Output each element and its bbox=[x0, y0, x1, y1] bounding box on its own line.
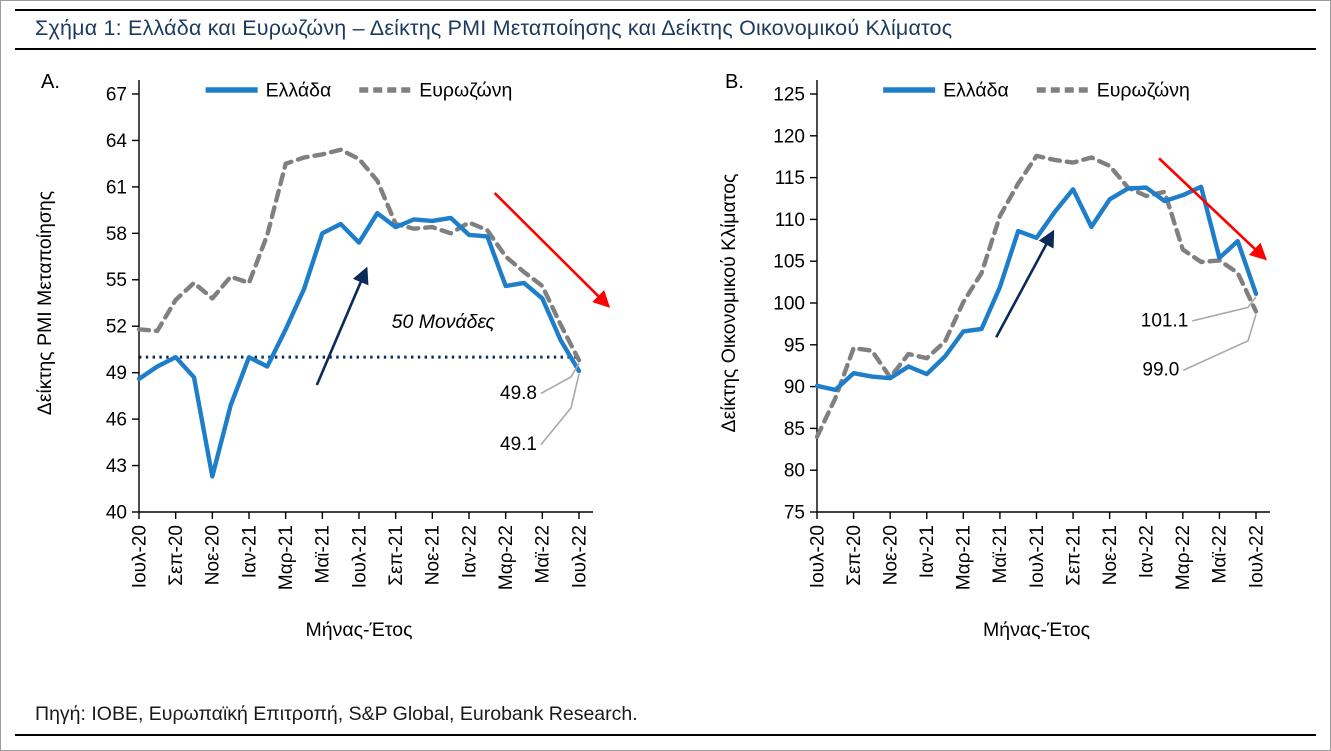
svg-text:40: 40 bbox=[106, 502, 127, 523]
svg-text:75: 75 bbox=[784, 502, 805, 523]
callout-eurozone-last: 99.0 bbox=[1142, 314, 1257, 381]
legend-label-greece: Ελλάδα bbox=[266, 80, 332, 102]
svg-text:Ιουλ-20: Ιουλ-20 bbox=[129, 525, 150, 588]
svg-text:Ιαν-22: Ιαν-22 bbox=[459, 525, 480, 578]
esi-chart: 75 80 85 90 95 100 105 110 115 120 125 Ιουλ-20 Σεπ-2… bbox=[718, 71, 1270, 641]
svg-text:Μαϊ-22: Μαϊ-22 bbox=[533, 525, 554, 584]
svg-text:80: 80 bbox=[784, 461, 805, 482]
svg-text:52: 52 bbox=[106, 317, 127, 338]
svg-text:Νοε-20: Νοε-20 bbox=[203, 525, 224, 585]
svg-text:49.8: 49.8 bbox=[500, 383, 537, 404]
svg-text:120: 120 bbox=[773, 126, 805, 147]
panel-label: Α. bbox=[41, 71, 60, 93]
legend-label-greece: Ελλάδα bbox=[943, 80, 1009, 102]
svg-text:Μαϊ-21: Μαϊ-21 bbox=[313, 525, 334, 584]
svg-text:95: 95 bbox=[784, 335, 805, 356]
y-axis-ticks: 75 80 85 90 95 100 105 110 115 120 125 bbox=[773, 84, 817, 523]
svg-text:67: 67 bbox=[106, 84, 127, 105]
svg-text:125: 125 bbox=[773, 84, 805, 105]
svg-text:43: 43 bbox=[106, 456, 127, 477]
callout-greece-last: 49.1 bbox=[500, 373, 580, 455]
x-axis-ticks: Ιουλ-20 Σεπ-20 Νοε-20 Ιαν-21 Μαρ-21 Μαϊ-21 Ιου… bbox=[807, 512, 1267, 590]
legend: Ελλάδα Ευρωζώνη bbox=[883, 80, 1190, 102]
svg-text:Σεπ-21: Σεπ-21 bbox=[1063, 525, 1084, 586]
svg-text:Σεπ-20: Σεπ-20 bbox=[166, 525, 187, 586]
refline-label: 50 Μονάδες bbox=[392, 311, 496, 333]
refline-50: 50 Μονάδες bbox=[139, 311, 579, 359]
svg-text:Ιουλ-21: Ιουλ-21 bbox=[1027, 525, 1048, 588]
svg-text:115: 115 bbox=[775, 168, 805, 189]
svg-text:Ιαν-21: Ιαν-21 bbox=[917, 525, 938, 578]
svg-text:55: 55 bbox=[106, 270, 127, 291]
callout-greece-last: 101.1 bbox=[1141, 296, 1257, 331]
panel-label: Β. bbox=[725, 71, 744, 93]
svg-text:Σεπ-21: Σεπ-21 bbox=[386, 525, 407, 586]
legend-label-eurozone: Ευρωζώνη bbox=[419, 80, 512, 102]
svg-text:Νοε-21: Νοε-21 bbox=[1100, 525, 1121, 585]
callout-eurozone-last: 49.8 bbox=[500, 362, 580, 404]
svg-text:Σεπ-20: Σεπ-20 bbox=[844, 525, 865, 586]
svg-text:101.1: 101.1 bbox=[1141, 310, 1189, 331]
series-line-eurozone bbox=[136, 147, 582, 363]
svg-text:Ιαν-21: Ιαν-21 bbox=[239, 525, 260, 578]
svg-text:Ιουλ-20: Ιουλ-20 bbox=[807, 525, 828, 588]
svg-text:Μαρ-21: Μαρ-21 bbox=[954, 525, 975, 590]
x-axis-ticks: Ιουλ-20 Σεπ-20 Νοε-20 Ιαν-21 Μαρ-21 Μαϊ-21 Ιου… bbox=[129, 512, 590, 590]
up-trend-arrow bbox=[995, 229, 1055, 338]
svg-text:105: 105 bbox=[773, 252, 805, 273]
svg-text:85: 85 bbox=[784, 419, 805, 440]
source-note: Πηγή: ΙΟΒΕ, Ευρωπαϊκή Επιτροπή, S&P Glob… bbox=[15, 699, 1316, 736]
y-axis-title: Δείκτης PMI Μεταποίησης bbox=[34, 191, 56, 415]
svg-text:49: 49 bbox=[106, 363, 127, 384]
svg-text:Μαρ-22: Μαρ-22 bbox=[496, 525, 517, 590]
charts-row: 50 Μονάδες 40 43 46 49 52 55 58 61 64 67 Ιουλ-20 Σεπ… bbox=[1, 50, 1330, 674]
svg-text:Μαρ-22: Μαρ-22 bbox=[1173, 525, 1194, 590]
down-trend-arrow bbox=[493, 192, 611, 308]
axes bbox=[138, 80, 593, 513]
svg-text:90: 90 bbox=[784, 377, 805, 398]
svg-text:99.0: 99.0 bbox=[1142, 360, 1179, 381]
x-axis-title: Μήνας-Έτος bbox=[983, 619, 1090, 641]
svg-text:Νοε-21: Νοε-21 bbox=[423, 525, 444, 585]
svg-text:Ιουλ-22: Ιουλ-22 bbox=[569, 525, 590, 588]
svg-text:110: 110 bbox=[775, 210, 805, 231]
svg-text:Μαϊ-22: Μαϊ-22 bbox=[1210, 525, 1231, 584]
pmi-chart: 50 Μονάδες 40 43 46 49 52 55 58 61 64 67 Ιουλ-20 Σεπ… bbox=[34, 71, 611, 641]
svg-text:49.1: 49.1 bbox=[500, 434, 537, 455]
series-line-greece bbox=[814, 184, 1259, 393]
series-line-eurozone bbox=[814, 153, 1259, 439]
y-axis-title: Δείκτης Οικονομικού Κλίματος bbox=[718, 174, 740, 433]
legend-label-eurozone: Ευρωζώνη bbox=[1097, 80, 1190, 102]
svg-text:100: 100 bbox=[773, 293, 805, 314]
svg-text:Νοε-20: Νοε-20 bbox=[880, 525, 901, 585]
svg-text:Μαϊ-21: Μαϊ-21 bbox=[990, 525, 1011, 584]
svg-text:64: 64 bbox=[106, 131, 128, 152]
up-trend-arrow bbox=[315, 266, 369, 386]
x-axis-title: Μήνας-Έτος bbox=[306, 619, 413, 641]
svg-text:61: 61 bbox=[106, 177, 127, 198]
figure-title: Σχήμα 1: Ελλάδα και Ευρωζώνη – Δείκτης P… bbox=[15, 9, 1316, 50]
svg-text:Ιαν-22: Ιαν-22 bbox=[1137, 525, 1158, 578]
series-line-greece bbox=[136, 210, 582, 479]
svg-text:Ιουλ-21: Ιουλ-21 bbox=[349, 525, 370, 588]
y-axis-ticks: 40 43 46 49 52 55 58 61 64 67 bbox=[106, 84, 139, 523]
axes bbox=[816, 80, 1270, 513]
down-trend-arrow bbox=[1158, 157, 1267, 261]
svg-text:58: 58 bbox=[106, 224, 127, 245]
legend: Ελλάδα Ευρωζώνη bbox=[205, 80, 512, 102]
svg-text:46: 46 bbox=[106, 410, 127, 431]
svg-text:Μαρ-21: Μαρ-21 bbox=[276, 525, 297, 590]
svg-text:Ιουλ-22: Ιουλ-22 bbox=[1246, 525, 1267, 588]
